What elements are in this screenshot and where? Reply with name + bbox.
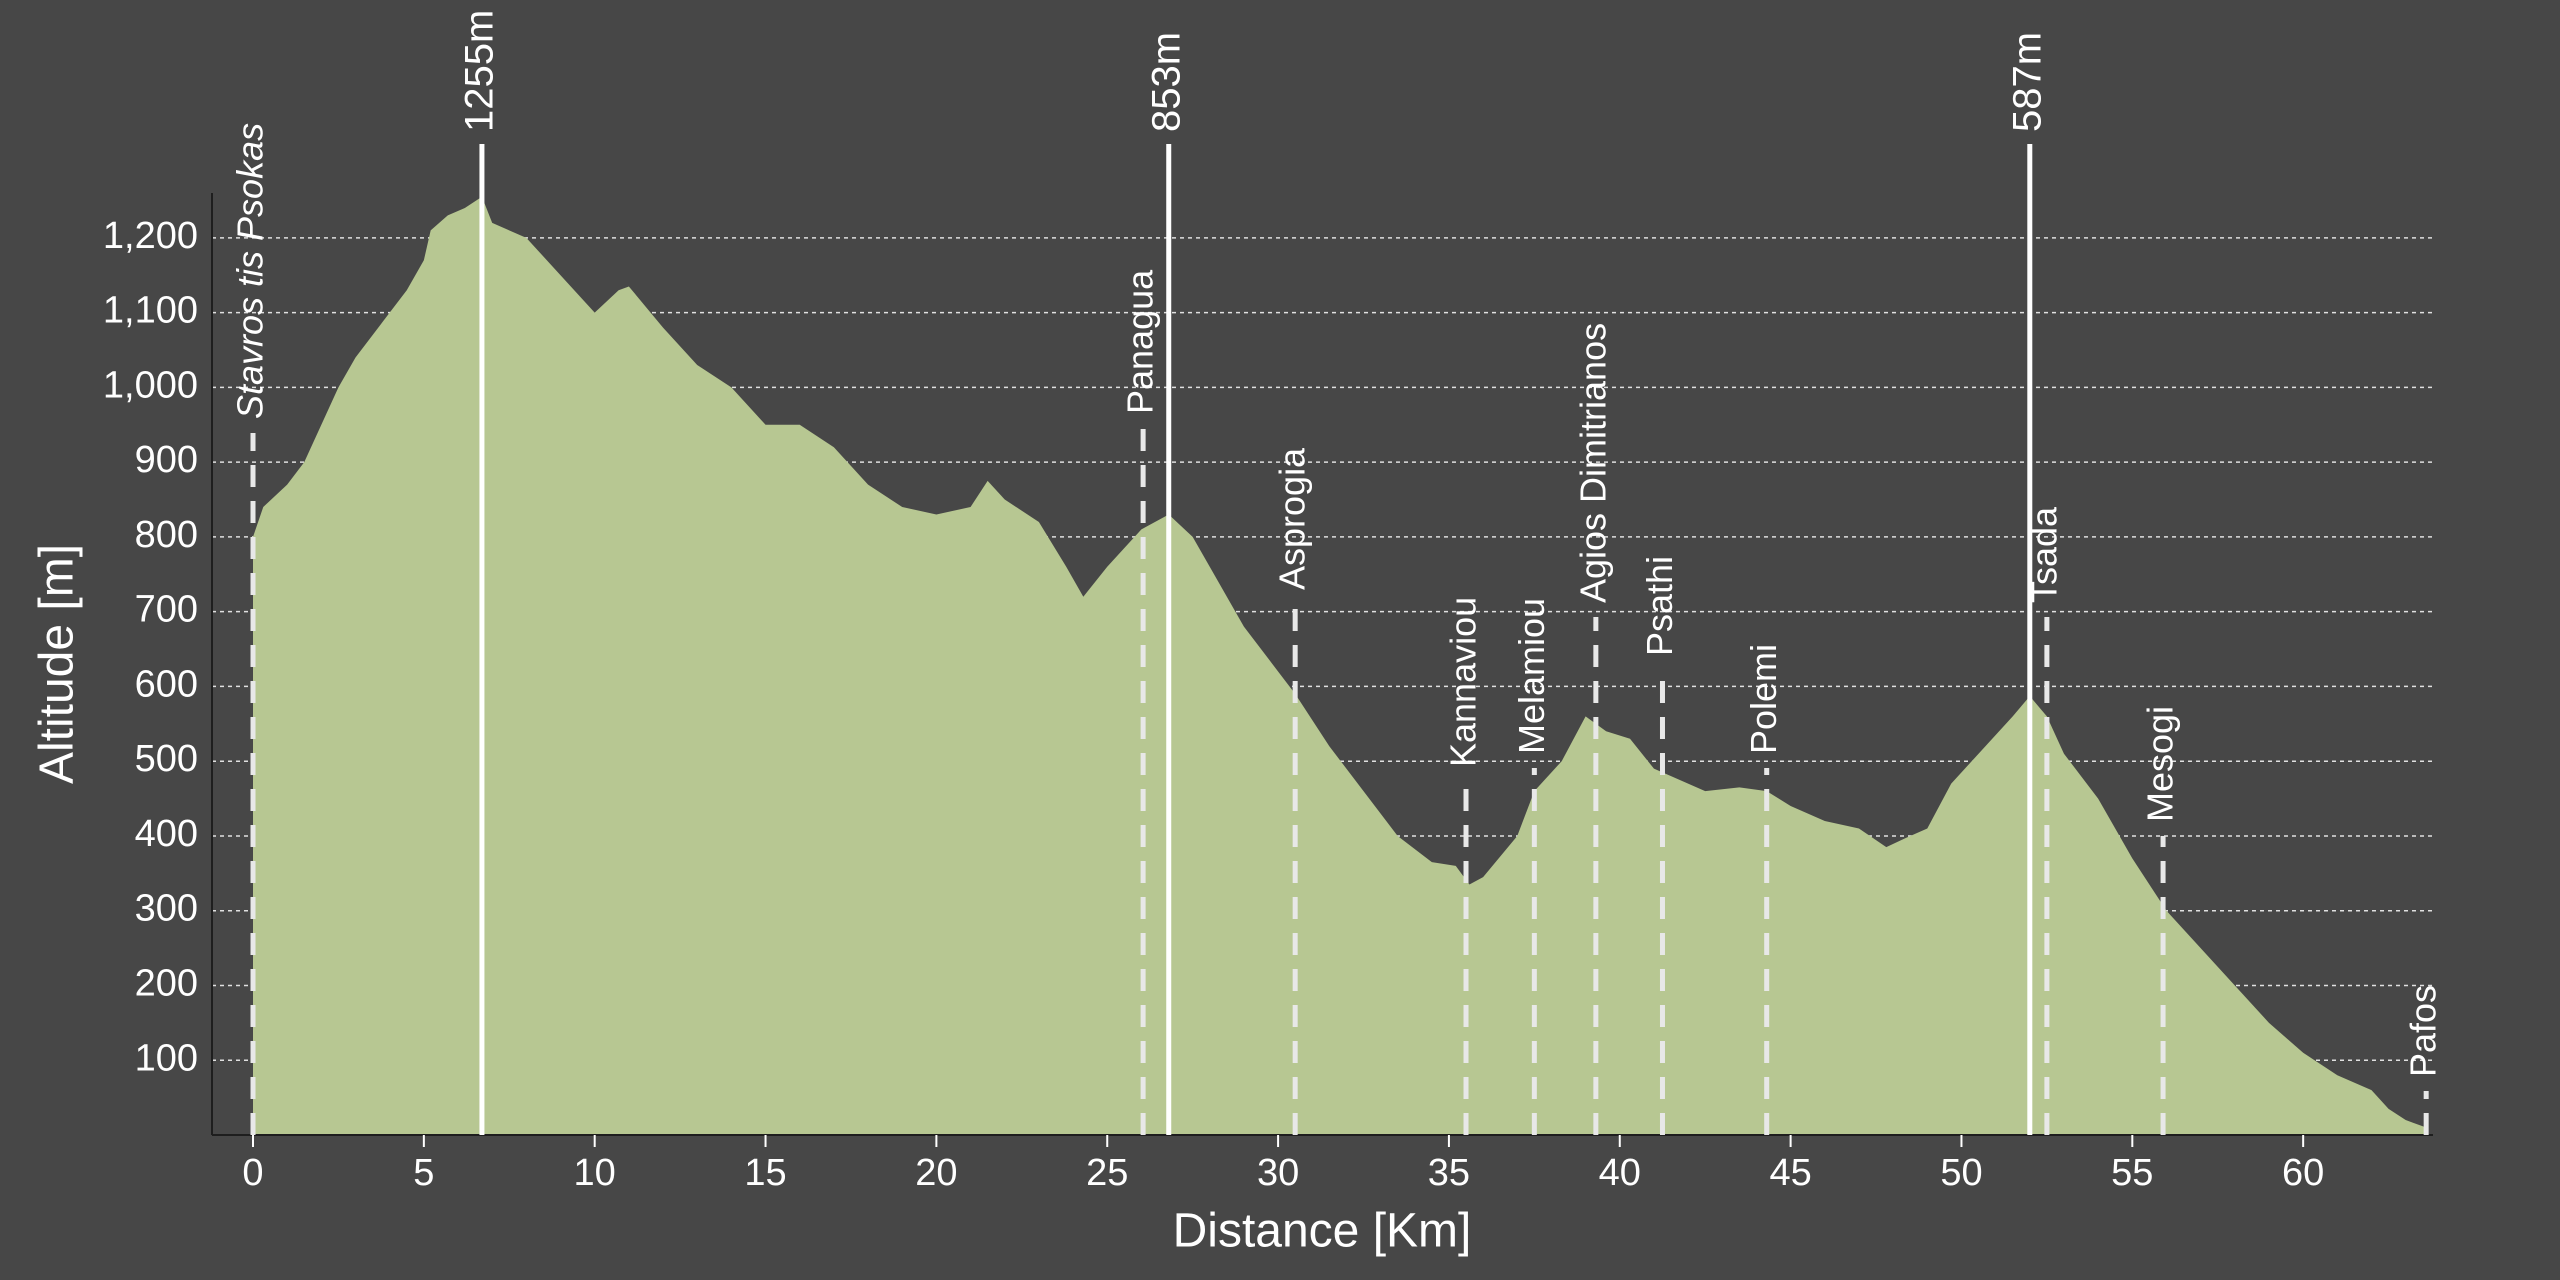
x-tick-label: 25 [1086,1152,1128,1194]
x-tick-label: 40 [1599,1152,1641,1194]
peak-label: 1255m [457,10,501,132]
elevation-area [253,196,2427,1135]
y-tick-label: 1,200 [103,215,198,257]
x-tick-label: 0 [242,1152,263,1194]
y-tick-label: 1,100 [103,290,198,332]
peak-label: 853m [1144,32,1188,132]
y-axis-title: Altitude [m] [31,544,84,784]
x-tick-label: 15 [744,1152,786,1194]
waypoint-label: Agios Dimitrianos [1572,323,1613,603]
y-tick-label: 100 [135,1037,198,1079]
x-tick-label: 45 [1769,1152,1811,1194]
waypoint-label: Mesogi [2140,706,2181,822]
peak-label: 587m [2005,32,2049,132]
waypoint-label: Polemi [1743,644,1784,754]
y-tick-label: 1,000 [103,364,198,406]
x-tick-label: 60 [2282,1152,2324,1194]
waypoint-label: Panagua [1120,269,1161,414]
waypoint-label: Melamiou [1511,598,1552,754]
y-tick-label: 400 [135,813,198,855]
y-tick-label: 900 [135,439,198,481]
x-tick-label: 30 [1257,1152,1299,1194]
waypoint-label: Asprogia [1272,447,1313,590]
y-tick-label: 200 [135,963,198,1005]
x-tick-label: 5 [413,1152,434,1194]
y-tick-label: 600 [135,663,198,705]
x-tick-label: 55 [2111,1152,2153,1194]
x-tick-label: 10 [574,1152,616,1194]
waypoint-label: Psathi [1639,556,1680,656]
waypoint-label: Pafos [2403,985,2444,1077]
y-tick-label: 300 [135,888,198,930]
y-tick-label: 500 [135,738,198,780]
waypoint-label: Stavros tis Psokas [230,123,271,419]
waypoint-label: Kannaviou [1443,597,1484,767]
x-tick-label: 20 [915,1152,957,1194]
y-tick-label: 800 [135,514,198,556]
y-tick-label: 700 [135,589,198,631]
x-axis-title: Distance [Km] [1173,1205,1472,1258]
x-tick-label: 50 [1940,1152,1982,1194]
x-tick-label: 35 [1428,1152,1470,1194]
